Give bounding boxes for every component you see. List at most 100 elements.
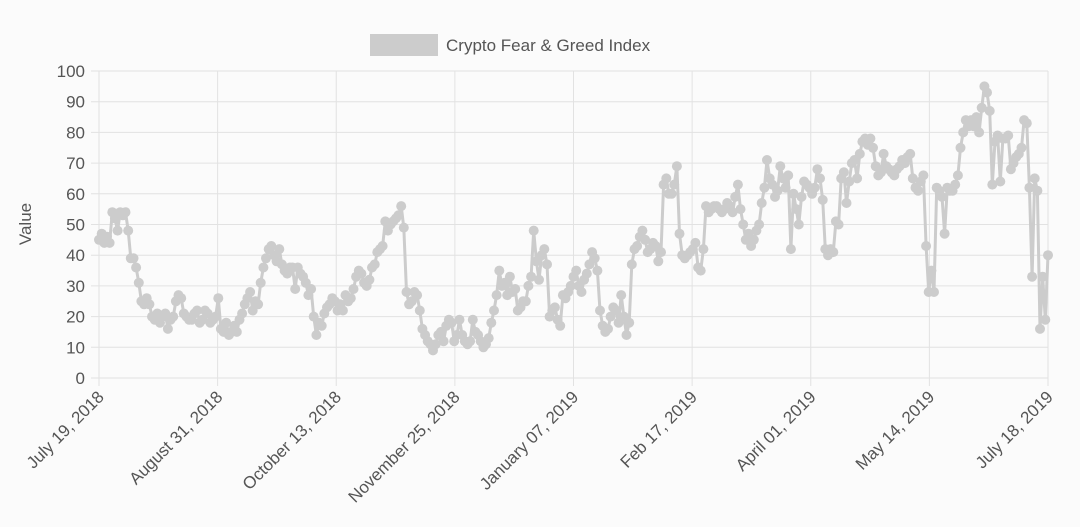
data-point[interactable] [730, 191, 741, 202]
data-point[interactable] [565, 280, 576, 291]
data-point[interactable] [274, 244, 285, 255]
data-point[interactable] [595, 305, 605, 316]
data-point[interactable] [1037, 271, 1048, 282]
data-point[interactable] [666, 188, 677, 199]
data-point[interactable] [1035, 323, 1045, 334]
data-point[interactable] [356, 268, 367, 279]
data-point[interactable] [438, 336, 449, 347]
data-point[interactable] [168, 311, 179, 322]
data-point[interactable] [245, 287, 256, 297]
data-point[interactable] [907, 173, 918, 184]
data-point[interactable] [520, 296, 531, 307]
data-point[interactable] [494, 265, 505, 276]
data-point[interactable] [133, 277, 144, 288]
data-point[interactable] [542, 259, 552, 270]
data-point[interactable] [549, 302, 560, 313]
data-point[interactable] [398, 222, 409, 233]
data-point[interactable] [377, 241, 388, 251]
data-point[interactable] [348, 284, 359, 294]
data-point[interactable] [446, 317, 457, 328]
data-point[interactable] [982, 87, 992, 98]
data-point[interactable] [939, 228, 950, 239]
data-point[interactable] [483, 333, 494, 344]
data-point[interactable] [974, 127, 985, 138]
data-point[interactable] [905, 148, 916, 159]
data-point[interactable] [656, 247, 666, 258]
data-point[interactable] [921, 241, 932, 251]
data-point[interactable] [504, 271, 515, 282]
data-point[interactable] [571, 265, 582, 276]
data-point[interactable] [762, 155, 772, 165]
data-point[interactable] [1027, 271, 1038, 282]
data-point[interactable] [192, 305, 203, 316]
data-point[interactable] [793, 219, 804, 230]
data-point[interactable] [828, 247, 839, 258]
data-point[interactable] [780, 182, 791, 193]
data-point[interactable] [255, 277, 266, 288]
data-point[interactable] [815, 173, 825, 184]
data-point[interactable] [783, 170, 794, 181]
data-point[interactable] [162, 323, 173, 334]
data-point[interactable] [926, 265, 937, 276]
data-point[interactable] [131, 262, 142, 273]
data-point[interactable] [952, 170, 963, 181]
data-point[interactable] [865, 133, 876, 144]
data-point[interactable] [669, 179, 680, 190]
data-point[interactable] [809, 182, 820, 193]
data-point[interactable] [306, 284, 317, 294]
data-point[interactable] [971, 112, 982, 123]
data-point[interactable] [213, 293, 224, 304]
data-point[interactable] [690, 237, 701, 248]
data-point[interactable] [852, 173, 863, 184]
data-point[interactable] [727, 207, 738, 218]
data-point[interactable] [526, 271, 537, 282]
data-point[interactable] [337, 305, 348, 316]
data-point[interactable] [539, 244, 550, 255]
data-point[interactable] [610, 305, 621, 316]
data-point[interactable] [695, 265, 706, 276]
data-point[interactable] [237, 308, 248, 319]
data-point[interactable] [528, 225, 539, 236]
data-point[interactable] [112, 225, 123, 236]
data-point[interactable] [510, 284, 521, 294]
data-point[interactable] [128, 253, 139, 264]
data-point[interactable] [987, 179, 998, 190]
data-point[interactable] [788, 188, 799, 199]
data-point[interactable] [581, 268, 592, 279]
data-point[interactable] [576, 287, 587, 297]
data-point[interactable] [104, 237, 115, 248]
data-point[interactable] [1024, 182, 1035, 193]
data-point[interactable] [401, 287, 412, 297]
data-point[interactable] [735, 204, 746, 215]
data-point[interactable] [674, 228, 685, 239]
data-point[interactable] [937, 191, 947, 202]
data-point[interactable] [653, 256, 664, 267]
data-point[interactable] [430, 339, 441, 350]
data-point[interactable] [1003, 130, 1014, 141]
data-point[interactable] [603, 323, 613, 334]
data-point[interactable] [732, 179, 743, 190]
data-point[interactable] [1040, 314, 1051, 325]
data-point[interactable] [632, 241, 643, 251]
data-point[interactable] [290, 284, 301, 294]
data-point[interactable] [144, 299, 155, 310]
data-point[interactable] [1032, 185, 1043, 196]
data-point[interactable] [833, 219, 844, 230]
data-point[interactable] [364, 274, 375, 285]
data-point[interactable] [491, 290, 502, 301]
data-point[interactable] [621, 330, 632, 340]
data-point[interactable] [754, 219, 765, 230]
legend[interactable]: Crypto Fear & Greed Index [370, 34, 651, 56]
data-point[interactable] [555, 320, 566, 331]
data-point[interactable] [868, 142, 878, 153]
data-point[interactable] [454, 314, 465, 325]
data-point[interactable] [624, 317, 635, 328]
data-point[interactable] [120, 207, 131, 218]
data-point[interactable] [738, 219, 749, 230]
data-point[interactable] [467, 314, 478, 325]
data-point[interactable] [210, 311, 221, 322]
data-point[interactable] [841, 198, 852, 208]
data-point[interactable] [844, 176, 855, 187]
data-point[interactable] [950, 179, 961, 190]
data-point[interactable] [671, 161, 682, 172]
